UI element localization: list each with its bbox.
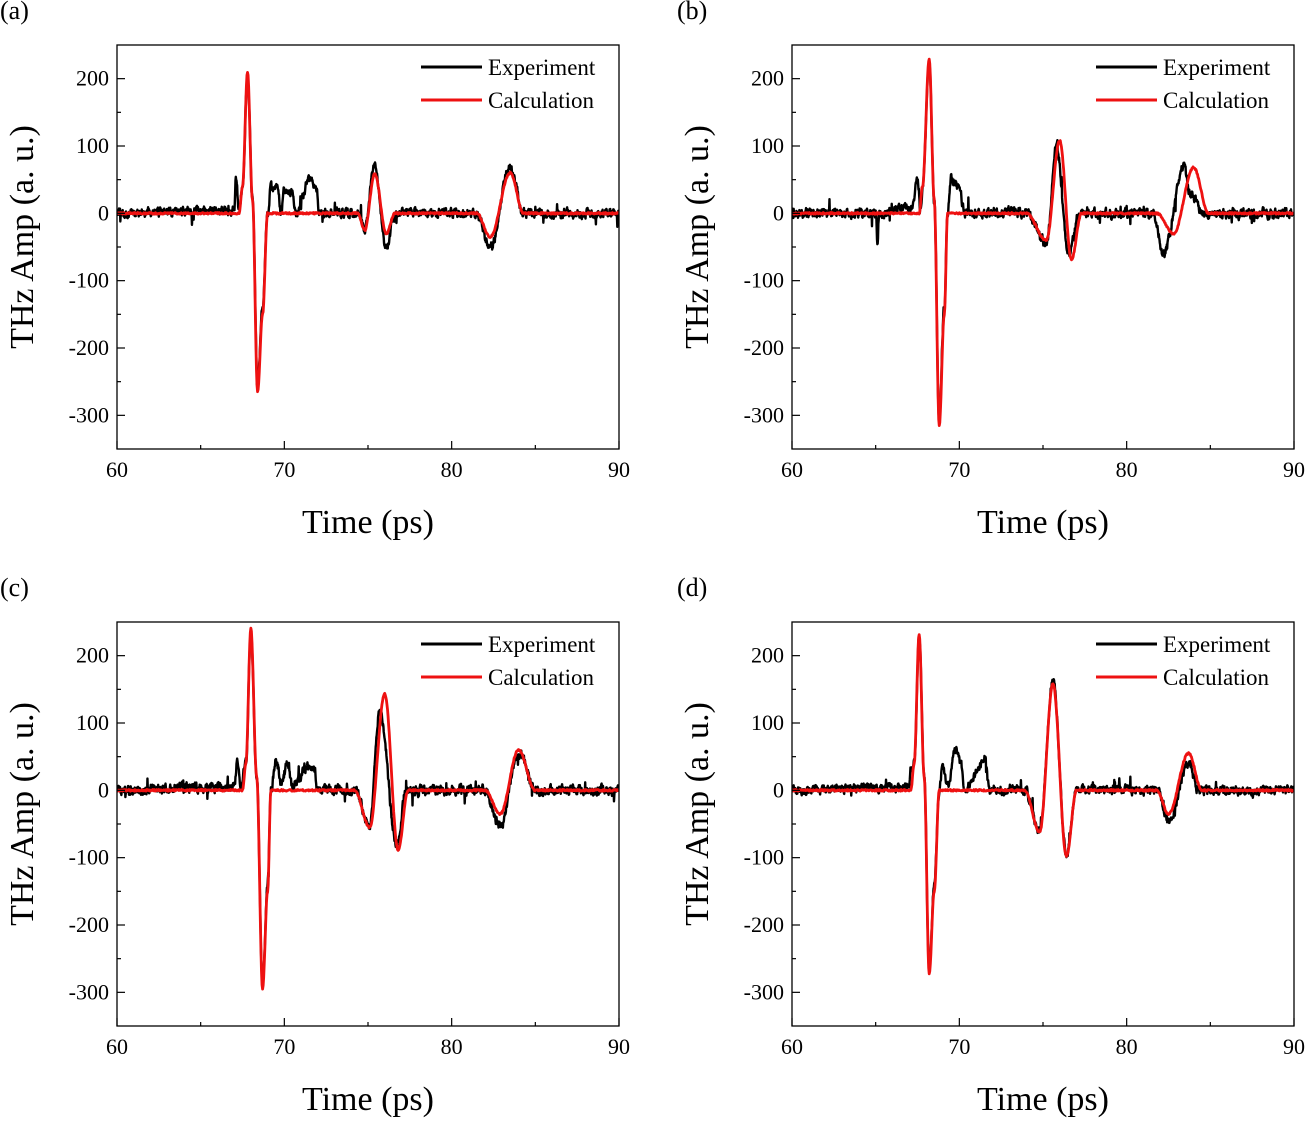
chart-svg: 60 70 80 90 200 100 0 -100 -200 -300 Time (ps) THz …: [679, 621, 1305, 1118]
legend: Experiment Calculation: [1096, 55, 1271, 113]
legend-label: Experiment: [1163, 632, 1271, 657]
series-experiment: [792, 61, 1294, 422]
y-tick-label: -300: [744, 402, 784, 427]
legend: Experiment Calculation: [421, 632, 596, 690]
chart-svg: 60 70 80 90 200 100 0 -100 -200 -300 Time (ps) THz …: [4, 621, 630, 1118]
chart-svg: 60 70 80 90 200 100 0 -100 -200 -300 Time (ps) THz …: [679, 44, 1305, 541]
x-tick-label: 90: [608, 457, 630, 482]
y-tick-label: 100: [76, 710, 109, 735]
legend-item-experiment: Experiment: [1096, 632, 1271, 657]
panel-d: (d) 60 70 80 90 200 100 0 -100 -200 -300 Time (ps)…: [675, 573, 1307, 1135]
x-tick-label: 80: [1116, 457, 1138, 482]
legend-label: Experiment: [488, 632, 596, 657]
y-axis-title: THz Amp (a. u.): [679, 125, 716, 349]
series-calculation: [117, 626, 619, 991]
y-tick-label: 0: [773, 777, 784, 802]
legend-item-experiment: Experiment: [421, 55, 596, 80]
x-tick-label: 90: [1283, 457, 1305, 482]
y-tick-label: -200: [69, 335, 109, 360]
x-tick-label: 60: [106, 1034, 128, 1059]
y-tick-label: -100: [69, 268, 109, 293]
y-tick-label: 200: [76, 643, 109, 668]
x-tick-label: 70: [948, 1034, 970, 1059]
y-tick-label: 200: [76, 66, 109, 91]
panel-label: (d): [677, 573, 708, 602]
legend-label: Calculation: [488, 88, 595, 113]
legend-item-calculation: Calculation: [421, 665, 595, 690]
x-tick-label: 80: [1116, 1034, 1138, 1059]
y-tick-label: 100: [751, 710, 784, 735]
y-tick-label: -300: [69, 402, 109, 427]
panel-label: (b): [677, 0, 708, 25]
legend-item-calculation: Calculation: [1096, 665, 1270, 690]
legend-item-experiment: Experiment: [1096, 55, 1271, 80]
x-tick-label: 70: [273, 1034, 295, 1059]
y-tick-label: -300: [69, 979, 109, 1004]
y-tick-label: 0: [98, 777, 109, 802]
x-tick-label: 90: [608, 1034, 630, 1059]
legend: Experiment Calculation: [1096, 632, 1271, 690]
legend-label: Calculation: [1163, 88, 1270, 113]
legend-label: Calculation: [1163, 665, 1270, 690]
x-tick-label: 80: [441, 1034, 463, 1059]
legend-label: Experiment: [1163, 55, 1271, 80]
y-tick-label: 200: [751, 66, 784, 91]
series-calculation: [792, 57, 1294, 427]
legend-item-experiment: Experiment: [421, 632, 596, 657]
legend-item-calculation: Calculation: [1096, 88, 1270, 113]
x-axis-title: Time (ps): [302, 504, 434, 541]
panel-label: (c): [0, 573, 29, 602]
y-tick-label: -100: [744, 845, 784, 870]
y-tick-label: -200: [744, 912, 784, 937]
y-tick-label: -200: [744, 335, 784, 360]
series-calculation: [792, 633, 1294, 976]
panel-c: (c) 60 70 80 90 200 100 0 -100 -200 -300 Time (ps)…: [0, 573, 653, 1135]
x-axis-title: Time (ps): [302, 1081, 434, 1118]
series-experiment: [117, 73, 619, 388]
x-tick-label: 60: [106, 457, 128, 482]
y-tick-label: 100: [76, 133, 109, 158]
y-tick-label: -100: [744, 268, 784, 293]
panel-b: (b) 60 70 80 90 200 100 0 -100 -200 -300 Time (ps)…: [675, 0, 1307, 558]
y-tick-label: -100: [69, 845, 109, 870]
y-tick-label: 0: [773, 200, 784, 225]
y-tick-label: -300: [744, 979, 784, 1004]
x-axis-title: Time (ps): [977, 504, 1109, 541]
x-tick-label: 60: [781, 1034, 803, 1059]
x-tick-label: 70: [273, 457, 295, 482]
y-tick-label: 100: [751, 133, 784, 158]
x-tick-label: 70: [948, 457, 970, 482]
y-axis-title: THz Amp (a. u.): [4, 702, 41, 926]
panel-label: (a): [0, 0, 29, 25]
y-axis-title: THz Amp (a. u.): [679, 702, 716, 926]
chart-svg: 60 70 80 90 200 100 0 -100 -200 -300 Time (ps) THz …: [4, 44, 630, 541]
series-calculation: [117, 70, 619, 394]
y-tick-label: -200: [69, 912, 109, 937]
x-tick-label: 60: [781, 457, 803, 482]
legend-label: Experiment: [488, 55, 596, 80]
x-tick-label: 80: [441, 457, 463, 482]
x-tick-label: 90: [1283, 1034, 1305, 1059]
y-tick-label: 0: [98, 200, 109, 225]
y-axis-title: THz Amp (a. u.): [4, 125, 41, 349]
legend-item-calculation: Calculation: [421, 88, 595, 113]
x-axis-title: Time (ps): [977, 1081, 1109, 1118]
panel-a: (a) 60 70 80 90 200 100 0 -100 -200 -300 Time (ps)…: [0, 0, 653, 558]
legend-label: Calculation: [488, 665, 595, 690]
legend: Experiment Calculation: [421, 55, 596, 113]
y-tick-label: 200: [751, 643, 784, 668]
